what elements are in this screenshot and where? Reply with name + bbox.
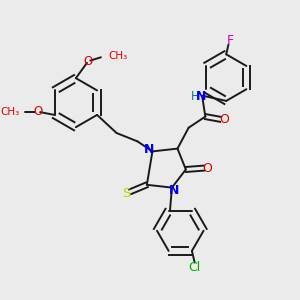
- Text: O: O: [219, 113, 229, 126]
- Text: H: H: [191, 90, 200, 103]
- Text: O: O: [84, 55, 93, 68]
- Text: CH₃: CH₃: [1, 107, 20, 117]
- Text: CH₃: CH₃: [108, 51, 127, 61]
- Text: N: N: [196, 90, 206, 103]
- Text: N: N: [144, 143, 154, 156]
- Text: S: S: [122, 187, 130, 200]
- Text: O: O: [33, 105, 43, 118]
- Text: N: N: [169, 184, 179, 197]
- Text: F: F: [227, 34, 234, 47]
- Text: O: O: [202, 162, 212, 175]
- Text: Cl: Cl: [189, 261, 201, 274]
